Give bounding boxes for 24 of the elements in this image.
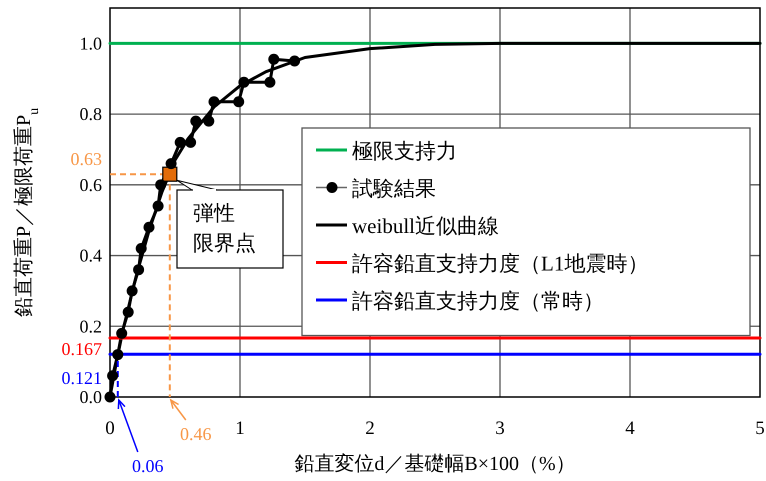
legend-label: 極限支持力	[352, 139, 457, 163]
y-tick-label: 0.2	[80, 316, 102, 336]
x-tick-label: 3	[495, 418, 505, 439]
x-axis-title: 鉛直変位d／基礎幅B×100（%）	[294, 452, 576, 475]
annotation: 0.121	[62, 368, 102, 388]
annotation: 0.63	[70, 149, 102, 170]
annotation: 弾性限界点	[193, 201, 256, 255]
y-tick-label: 0.6	[80, 174, 102, 195]
legend-label: 許容鉛直支持力度（常時）	[352, 289, 604, 313]
x-tick-label: 0	[105, 418, 115, 439]
x-tick-label: 1	[235, 418, 245, 439]
y-tick-label: 0.8	[80, 104, 102, 124]
legend-label: 試験結果	[352, 176, 436, 200]
annotation: 0.06	[132, 456, 164, 476]
legend-label: weibull近似曲線	[352, 214, 499, 238]
y-tick-label: 0.4	[80, 246, 102, 266]
y-tick-label: 0.0	[80, 387, 102, 407]
y-tick-label: 1.0	[80, 33, 102, 54]
annotation: 0.46	[180, 424, 212, 444]
x-tick-label: 5	[755, 418, 765, 439]
x-tick-label: 4	[625, 418, 636, 439]
annotation: 0.167	[62, 338, 102, 359]
x-tick-label: 2	[365, 418, 375, 439]
legend-label: 許容鉛直支持力度（L1地震時）	[352, 252, 648, 276]
